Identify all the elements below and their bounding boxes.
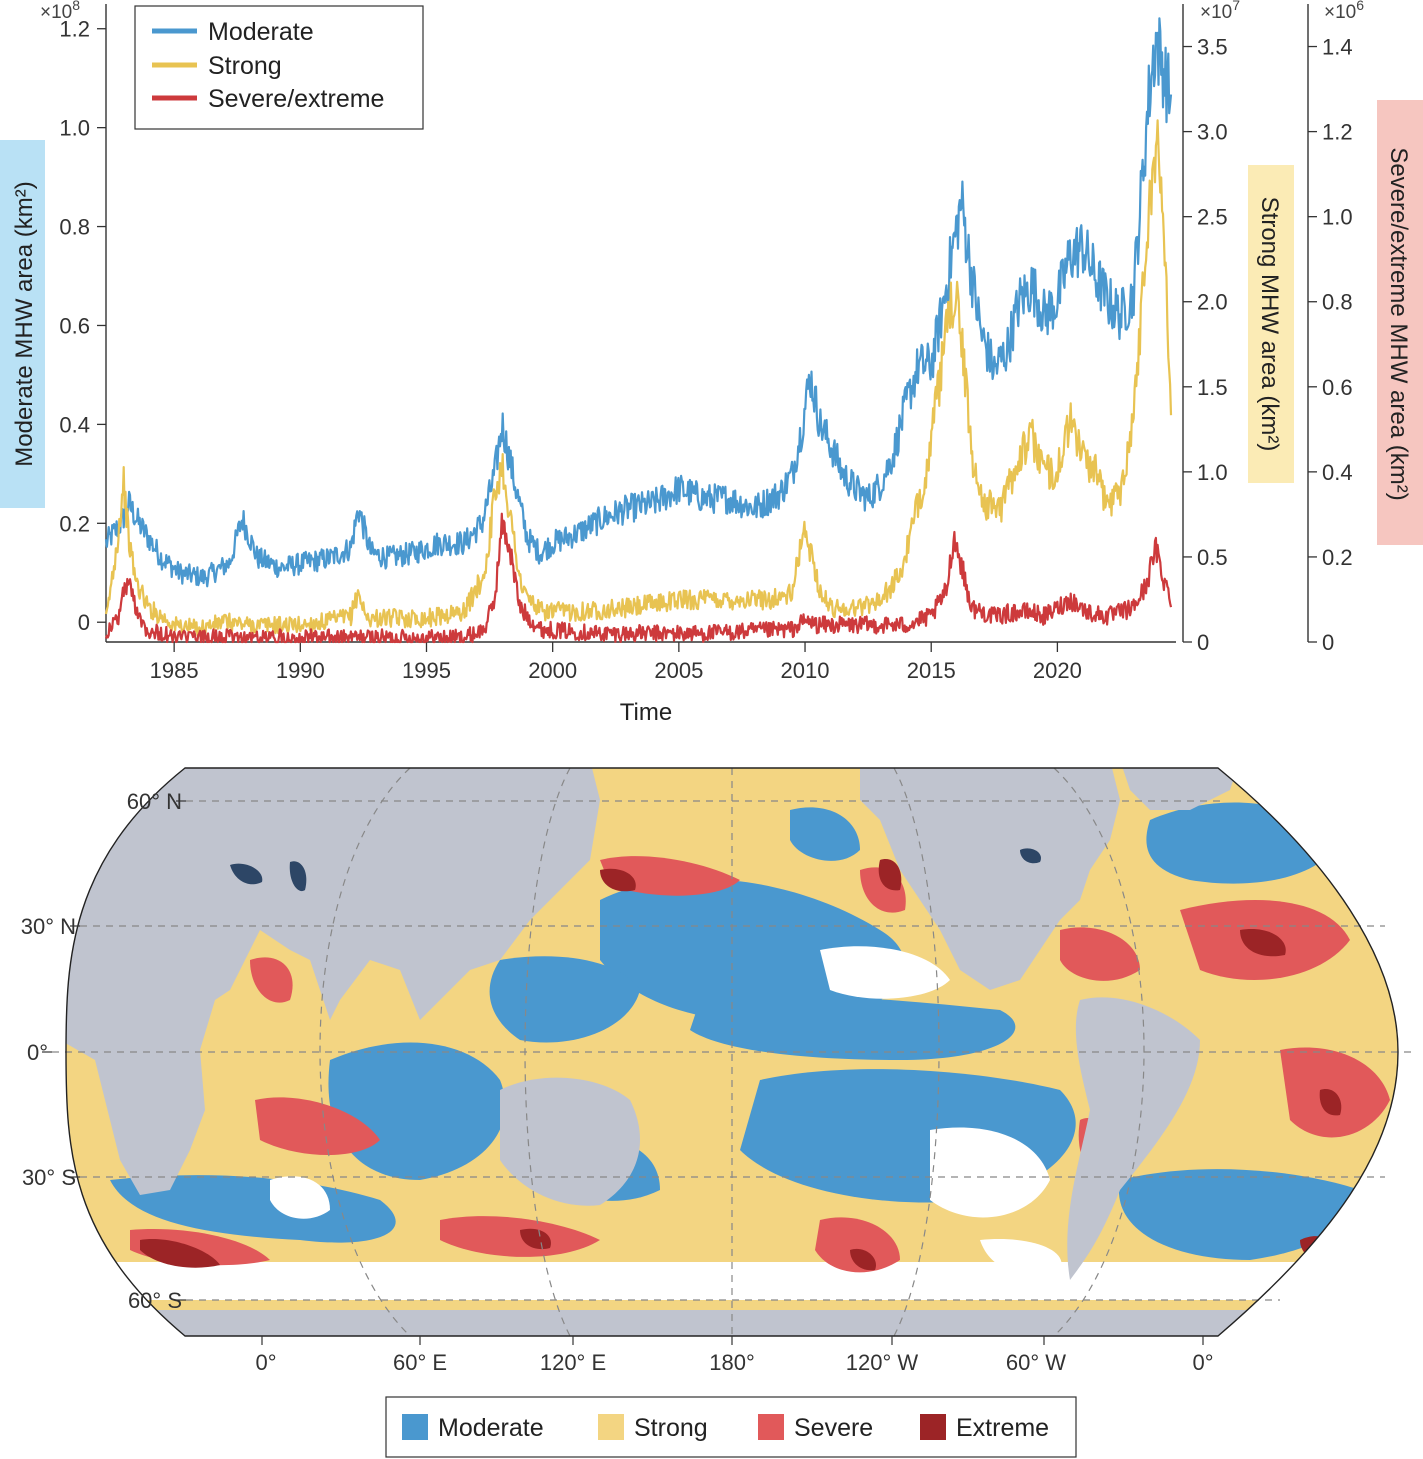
series-line-moderate xyxy=(104,17,1173,588)
map-legend-swatch-strong xyxy=(598,1414,624,1440)
severe-axis-multiplier: ×106 xyxy=(1324,0,1364,23)
right2-tick-label-7: 1.4 xyxy=(1322,35,1353,60)
strong-axis-title: Strong MHW area (km²) xyxy=(1256,197,1283,452)
left-axis-title-bg xyxy=(0,140,45,508)
left-tick-label-3: 0.6 xyxy=(59,313,90,338)
lon-label-120e: 120° E xyxy=(540,1350,606,1375)
lat-label-60n: 60° N xyxy=(127,789,182,814)
lat-label-60s: 60° S xyxy=(128,1288,182,1313)
left-tick-label-5: 1.0 xyxy=(59,116,90,141)
x-tick-label-1: 1990 xyxy=(276,658,325,683)
series-line-severe-extreme xyxy=(104,512,1173,644)
map-legend-label-extreme: Extreme xyxy=(956,1414,1049,1442)
right1-tick-label-5: 2.5 xyxy=(1197,205,1228,230)
map-legend-swatch-extreme xyxy=(920,1414,946,1440)
lat-label-0: 0° xyxy=(27,1040,48,1065)
right2-tick-label-3: 0.6 xyxy=(1322,375,1353,400)
right1-tick-label-7: 3.5 xyxy=(1197,35,1228,60)
x-tick-label-7: 2020 xyxy=(1033,658,1082,683)
lon-label-60e: 60° E xyxy=(393,1350,447,1375)
map-legend-label-severe: Severe xyxy=(794,1414,873,1442)
right2-tick-label-4: 0.8 xyxy=(1322,290,1353,315)
strong-axis-multiplier: ×107 xyxy=(1200,0,1240,23)
map-legend-swatch-severe xyxy=(758,1414,784,1440)
map-legend: Moderate Strong Severe Extreme xyxy=(385,1396,1077,1458)
lon-label-60w: 60° W xyxy=(1006,1350,1066,1375)
left-tick-label-1: 0.2 xyxy=(59,511,90,536)
legend-label-strong: Strong xyxy=(208,52,282,80)
legend-label-severe: Severe/extreme xyxy=(208,85,384,113)
right2-tick-label-5: 1.0 xyxy=(1322,205,1353,230)
globe-outline xyxy=(65,767,1399,1337)
left-y-ticks: 0 0.2 0.4 0.6 0.8 1.0 1.2 xyxy=(59,17,106,635)
x-tick-label-2: 1995 xyxy=(402,658,451,683)
x-axis-title: Time xyxy=(620,699,672,726)
x-tick-label-6: 2015 xyxy=(907,658,956,683)
right1-tick-label-3: 1.5 xyxy=(1197,375,1228,400)
right1-tick-label-4: 2.0 xyxy=(1197,290,1228,315)
severe-axis-title-bg xyxy=(1377,100,1423,545)
right2-tick-label-2: 0.4 xyxy=(1322,460,1353,485)
longitude-labels: 0° 60° E 120° E 180° 120° W 60° W 0° xyxy=(255,1336,1214,1375)
right1-tick-label-2: 1.0 xyxy=(1197,460,1228,485)
right1-tick-label-6: 3.0 xyxy=(1197,120,1228,145)
x-tick-label-3: 2000 xyxy=(528,658,577,683)
lon-label-120w: 120° W xyxy=(846,1350,919,1375)
latitude-labels: 60° N 30° N 0° 30° S 60° S xyxy=(21,789,186,1313)
right1-tick-label-1: 0.5 xyxy=(1197,545,1228,570)
mhw-area-time-series-chart: 0 0.2 0.4 0.6 0.8 1.0 1.2 0 0.5 1.0 1.5 2.0 2.5 3.0 3… xyxy=(0,0,1423,726)
severe-y-ticks: 0 0.2 0.4 0.6 0.8 1.0 1.2 1.4 xyxy=(1308,35,1353,655)
lon-label-0-west: 0° xyxy=(255,1350,276,1375)
chart-legend: Moderate Strong Severe/extreme xyxy=(134,5,424,130)
strong-y-ticks: 0 0.5 1.0 1.5 2.0 2.5 3.0 3.5 xyxy=(1183,35,1228,655)
series-line-strong xyxy=(104,119,1173,638)
map-legend-label-moderate: Moderate xyxy=(438,1414,544,1442)
lakes xyxy=(230,848,1041,892)
left-axis-title: Moderate MHW area (km²) xyxy=(11,181,38,466)
lon-label-0-east: 0° xyxy=(1192,1350,1213,1375)
series-layer xyxy=(104,17,1173,644)
left-tick-label-4: 0.8 xyxy=(59,215,90,240)
right2-tick-label-6: 1.2 xyxy=(1322,120,1353,145)
severe-axis-title: Severe/extreme MHW area (km²) xyxy=(1385,147,1412,500)
x-tick-label-5: 2010 xyxy=(781,658,830,683)
x-ticks: 1985 1990 1995 2000 2005 2010 2015 2020 xyxy=(150,642,1082,683)
left-tick-label-6: 1.2 xyxy=(59,17,90,42)
x-tick-label-4: 2005 xyxy=(654,658,703,683)
left-axis-multiplier: ×108 xyxy=(40,0,80,23)
graticule xyxy=(52,767,1412,1337)
right2-tick-label-0: 0 xyxy=(1322,630,1334,655)
map-legend-swatch-moderate xyxy=(402,1414,428,1440)
right2-tick-label-1: 0.2 xyxy=(1322,545,1353,570)
left-tick-label-0: 0 xyxy=(78,610,90,635)
map-legend-label-strong: Strong xyxy=(634,1414,708,1442)
x-tick-label-0: 1985 xyxy=(150,658,199,683)
left-tick-label-2: 0.4 xyxy=(59,412,90,437)
right1-tick-label-0: 0 xyxy=(1197,630,1209,655)
strong-axis-title-bg xyxy=(1248,165,1294,483)
lat-label-30n: 30° N xyxy=(21,914,76,939)
lat-label-30s: 30° S xyxy=(22,1165,76,1190)
lon-label-180: 180° xyxy=(709,1350,755,1375)
legend-label-moderate: Moderate xyxy=(208,18,314,46)
